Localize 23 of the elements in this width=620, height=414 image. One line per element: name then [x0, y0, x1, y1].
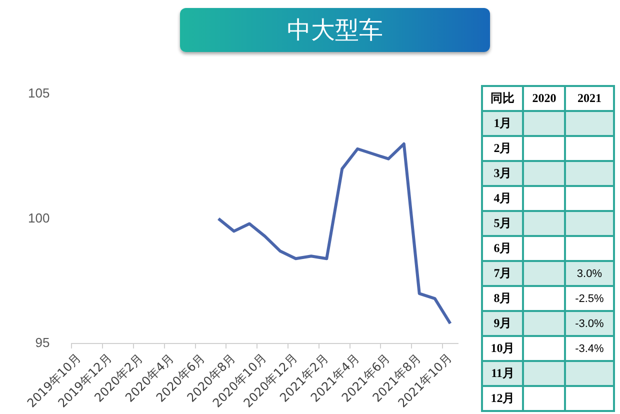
chart-title: 同比 [482, 86, 524, 111]
y-tick-label: 5月 [482, 211, 524, 236]
data-label: -3.0% [564, 311, 614, 336]
y-tick-label: 8月 [482, 286, 524, 311]
data-label: -2.5% [564, 286, 614, 311]
y-tick-label: 6月 [482, 236, 524, 261]
y-tick-label: 11月 [482, 361, 524, 386]
y-tick-label: 95 [35, 335, 50, 350]
data-label: -3.4% [564, 336, 614, 361]
chart-title: 中大型车 [180, 8, 490, 52]
y-tick-label: 105 [28, 86, 50, 101]
data-label: 3.0% [564, 261, 614, 286]
y-tick-label: 12月 [482, 386, 524, 411]
y-tick-label: 10月 [482, 336, 524, 361]
y-tick-label: 2月 [482, 136, 524, 161]
y-tick-label: 7月 [482, 261, 524, 286]
y-tick-label: 100 [28, 210, 50, 226]
y-tick-label: 1月 [482, 111, 524, 136]
x-tick-label: 2020 [523, 86, 565, 111]
x-tick-label: 2021 [564, 86, 614, 111]
y-tick-label: 4月 [482, 186, 524, 211]
y-tick-label: 9月 [482, 311, 524, 336]
y-tick-label: 3月 [482, 161, 524, 186]
